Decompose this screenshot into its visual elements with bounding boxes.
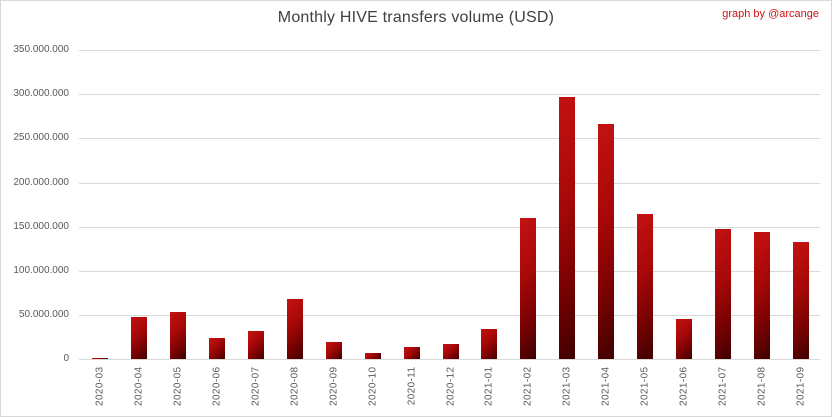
bar-2020-08 — [286, 299, 303, 360]
x-tick-label: 2020-05 — [172, 366, 184, 407]
x-tick-label: 2021-09 — [795, 366, 807, 407]
bar-2021-01 — [481, 329, 498, 360]
bar-2021-04 — [598, 124, 615, 360]
bar-2020-06 — [209, 338, 226, 360]
bar-2021-09 — [792, 241, 809, 360]
bar-2020-12 — [442, 344, 459, 360]
bar-2021-08 — [753, 232, 770, 360]
chart-title: Monthly HIVE transfers volume (USD) — [277, 9, 555, 26]
x-tick-label: 2021-01 — [483, 366, 495, 407]
bar-2020-05 — [170, 311, 187, 360]
x-tick-label: 2020-11 — [406, 366, 418, 406]
bar-2020-09 — [325, 341, 342, 360]
x-tick-label: 2020-09 — [328, 366, 340, 407]
gridline — [79, 359, 820, 361]
bar-2020-11 — [403, 347, 420, 360]
gridline — [79, 315, 820, 317]
x-tick-label: 2021-08 — [756, 366, 768, 407]
gridline — [79, 226, 820, 228]
gridline — [79, 182, 820, 184]
x-tick-label: 2020-07 — [250, 366, 262, 407]
x-tick-label: 2021-06 — [678, 366, 690, 407]
x-tick-label: 2021-03 — [561, 366, 573, 407]
gridline — [79, 271, 820, 272]
y-tick-label: 0 — [63, 353, 69, 365]
bar-2021-02 — [520, 218, 537, 360]
y-tick-label: 100.000.000 — [13, 265, 69, 276]
bar-2021-03 — [559, 96, 576, 360]
y-tick-label: 200.000.000 — [13, 176, 69, 188]
x-tick-label: 2020-03 — [94, 366, 106, 407]
gridline — [79, 94, 820, 96]
y-tick-label: 350.000.000 — [13, 44, 69, 55]
x-tick-label: 2020-04 — [133, 366, 145, 407]
y-tick-label: 300.000.000 — [13, 88, 69, 100]
bar-2020-04 — [131, 317, 148, 360]
gridline — [79, 50, 820, 51]
x-tick-label: 2020-10 — [367, 366, 379, 407]
x-tick-label: 2021-07 — [717, 366, 729, 407]
x-tick-label: 2020-08 — [289, 366, 301, 407]
bar-2021-05 — [637, 213, 653, 360]
bar-2021-06 — [675, 318, 692, 360]
x-tick-label: 2021-05 — [639, 366, 651, 407]
x-tick-label: 2020-12 — [445, 366, 456, 407]
bar-2021-07 — [714, 228, 731, 360]
x-tick-label: 2021-02 — [522, 366, 534, 407]
y-tick-label: 50.000.000 — [18, 309, 69, 321]
gridline — [79, 138, 820, 140]
bar-2020-07 — [248, 331, 264, 360]
x-tick-label: 2021-04 — [600, 366, 612, 407]
y-tick-label: 250.000.000 — [13, 132, 69, 144]
credit-byline: graph by @arcange — [722, 8, 819, 20]
x-tick-label: 2020-06 — [211, 366, 223, 407]
bar-2020-10 — [364, 353, 381, 360]
bar-2020-03 — [92, 357, 109, 360]
y-tick-label: 150.000.000 — [13, 220, 69, 232]
